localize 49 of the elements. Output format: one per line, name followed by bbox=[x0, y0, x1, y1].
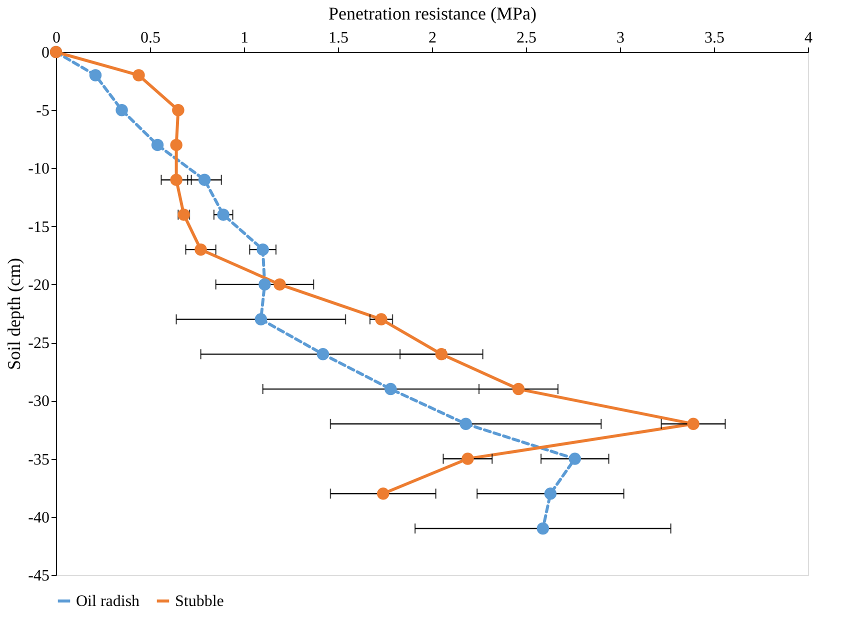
point bbox=[172, 104, 184, 116]
legend-label: Oil radish bbox=[76, 593, 140, 610]
point bbox=[258, 278, 271, 291]
point bbox=[116, 104, 128, 116]
y-tick-label: 0 bbox=[42, 44, 50, 62]
x-tick-label: 0.5 bbox=[140, 30, 160, 46]
point bbox=[170, 138, 182, 152]
point bbox=[687, 418, 700, 430]
point bbox=[544, 488, 557, 500]
x-tick-label: 3 bbox=[616, 30, 624, 46]
y-tick-label: -20 bbox=[28, 276, 50, 294]
point bbox=[376, 488, 390, 500]
point bbox=[384, 382, 397, 396]
point bbox=[194, 243, 207, 256]
point bbox=[462, 452, 474, 465]
y-tick-label: -40 bbox=[28, 509, 50, 526]
y-tick-label: -45 bbox=[28, 568, 50, 584]
x-tick-label: 1 bbox=[240, 30, 248, 46]
point bbox=[217, 208, 230, 221]
x-tick-label: 2.5 bbox=[516, 30, 536, 46]
y-axis-title: Soil depth (cm) bbox=[4, 258, 24, 370]
y-tick-label: -15 bbox=[28, 218, 50, 236]
x-tick-label: 4 bbox=[804, 30, 812, 46]
point bbox=[512, 382, 525, 396]
point bbox=[254, 313, 268, 326]
legend-label: Stubble bbox=[175, 593, 224, 610]
point bbox=[375, 313, 388, 326]
x-tick-label: 0 bbox=[52, 30, 60, 46]
point bbox=[198, 174, 211, 186]
point bbox=[568, 452, 582, 465]
point bbox=[316, 348, 330, 360]
point bbox=[170, 174, 182, 186]
point bbox=[460, 418, 472, 430]
y-tick-label: -10 bbox=[28, 160, 50, 178]
point bbox=[536, 522, 550, 535]
point bbox=[89, 69, 102, 82]
y-tick-label: -25 bbox=[28, 335, 50, 352]
point bbox=[256, 243, 269, 256]
x-tick-label: 3.5 bbox=[704, 30, 724, 46]
point bbox=[132, 69, 145, 82]
point bbox=[435, 348, 448, 360]
y-tick-label: -5 bbox=[36, 102, 50, 120]
y-tick-label: -30 bbox=[28, 393, 50, 410]
y-tick-label: -35 bbox=[28, 451, 50, 468]
x-tick-label: 2 bbox=[428, 30, 436, 46]
x-axis-title: Penetration resistance (MPa) bbox=[328, 4, 536, 24]
point bbox=[274, 278, 286, 291]
point bbox=[151, 138, 164, 152]
x-tick-label: 1.5 bbox=[328, 30, 348, 46]
